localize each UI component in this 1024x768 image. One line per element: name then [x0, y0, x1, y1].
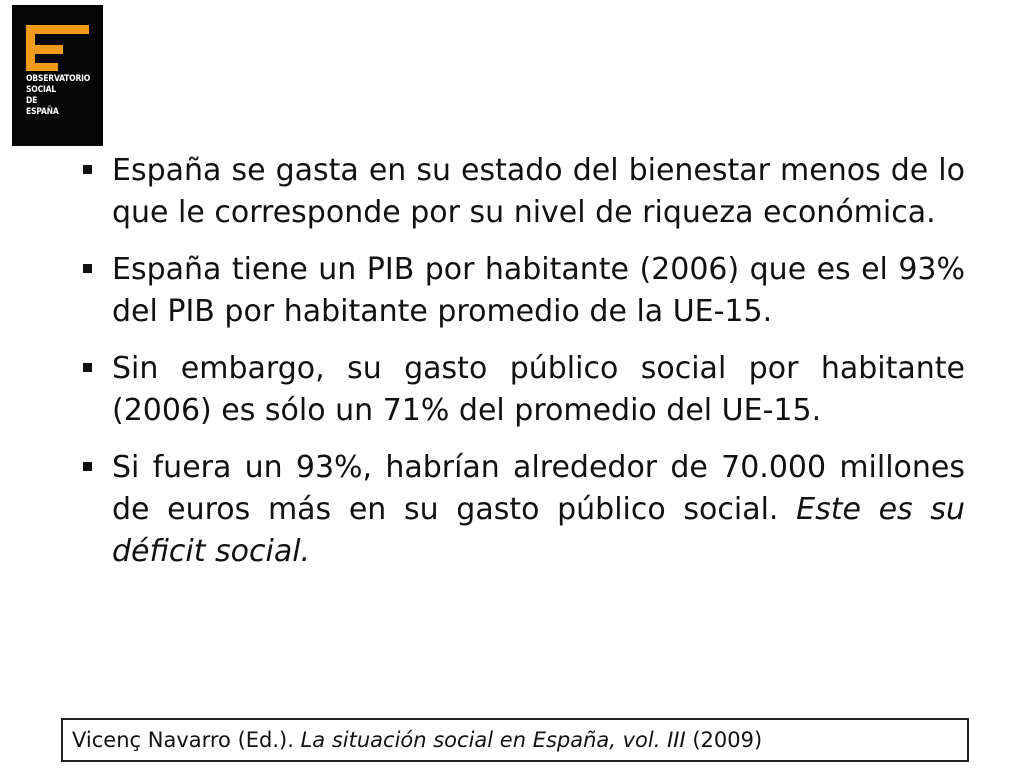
logo-text-line-4: ESPAÑA: [26, 107, 59, 117]
logo-text: OBSERVATORIO SOCIAL DE ESPAÑA: [26, 74, 90, 118]
logo-bar-bottom: [26, 63, 58, 71]
square-bullet-icon: [83, 165, 92, 174]
bullet-text: Si fuera un 93%, habrían alrededor de 70…: [112, 450, 965, 527]
bullet-item: España tiene un PIB por habitante (2006)…: [79, 249, 965, 333]
citation-year: (2009): [685, 728, 763, 752]
citation-box: Vicenç Navarro (Ed.). La situación socia…: [61, 718, 969, 762]
bullet-item: Si fuera un 93%, habrían alrededor de 70…: [79, 447, 965, 573]
bullet-emphasis: Este es su déficit social.: [112, 492, 965, 569]
bullet-text: Sin embargo, su gasto público social por…: [112, 351, 965, 428]
bullet-item: Sin embargo, su gasto público social por…: [79, 348, 965, 432]
citation-title: La situación social en España, vol. III: [300, 728, 686, 752]
observatorio-social-logo: OBSERVATORIO SOCIAL DE ESPAÑA: [12, 5, 103, 146]
bullet-text: España se gasta en su estado del bienest…: [112, 153, 965, 230]
logo-text-line-3: DE: [26, 96, 38, 106]
bullet-text: España tiene un PIB por habitante (2006)…: [112, 252, 965, 329]
bullet-list: España se gasta en su estado del bienest…: [79, 150, 965, 588]
logo-text-line-1: OBSERVATORIO: [26, 74, 91, 84]
logo-text-line-2: SOCIAL: [26, 85, 57, 95]
square-bullet-icon: [83, 264, 92, 273]
logo-bar-stem: [26, 25, 35, 71]
citation-author: Vicenç Navarro (Ed.).: [72, 728, 301, 752]
square-bullet-icon: [83, 462, 92, 471]
logo-bar-top: [26, 25, 89, 34]
bullet-item: España se gasta en su estado del bienest…: [79, 150, 965, 234]
square-bullet-icon: [83, 363, 92, 372]
logo-bar-middle: [26, 45, 63, 54]
